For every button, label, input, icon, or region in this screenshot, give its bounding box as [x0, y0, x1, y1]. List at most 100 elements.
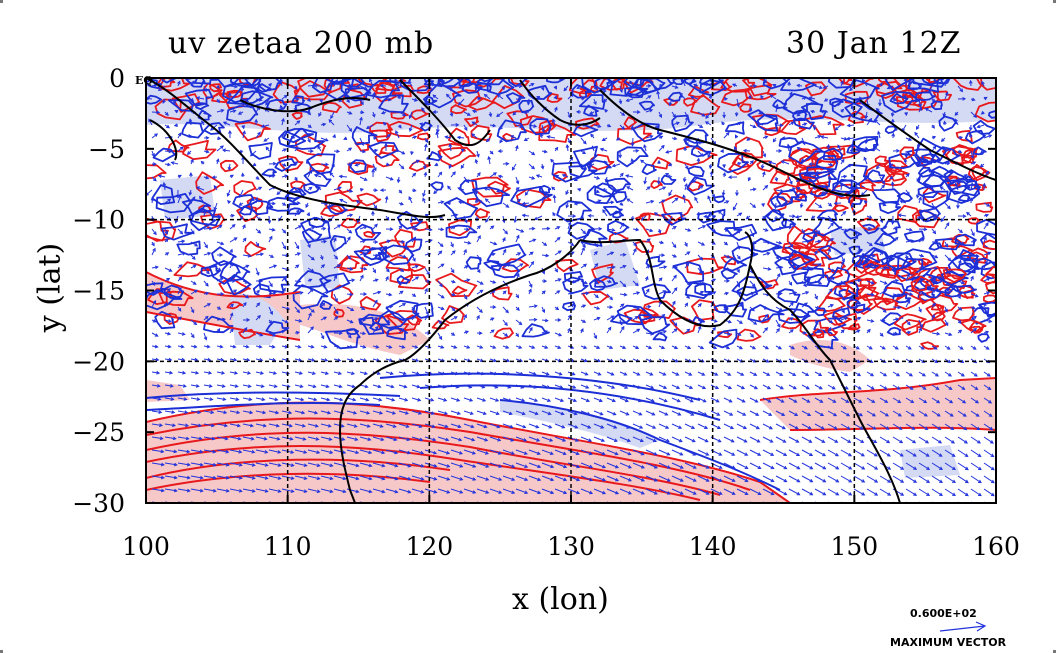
wind-vector-head	[511, 504, 514, 507]
wind-vector-head	[307, 139, 311, 144]
wind-vector	[931, 397, 940, 404]
wind-vector	[645, 462, 658, 469]
wind-vector	[242, 254, 251, 257]
positive-contour	[294, 80, 332, 101]
wind-vector	[658, 330, 667, 334]
wind-vector-head	[392, 424, 397, 428]
wind-vector-head	[602, 477, 607, 482]
wind-vector-head	[167, 198, 172, 203]
wind-vector-head	[316, 463, 321, 468]
wind-vector-head	[280, 131, 285, 136]
wind-vector-head	[570, 251, 575, 255]
wind-vector-head	[152, 162, 157, 166]
wind-vector-head	[975, 413, 980, 417]
wind-vector-head	[443, 398, 448, 402]
wind-vector-head	[366, 424, 371, 428]
wind-vector-head	[273, 371, 278, 375]
wind-vector	[567, 93, 574, 100]
wind-vector-head	[940, 138, 945, 143]
negative-fill-band	[300, 235, 340, 290]
wind-vector-head	[378, 411, 384, 415]
wind-vector-head	[365, 125, 370, 129]
wind-vector-head	[804, 345, 808, 350]
wind-vector-head	[504, 322, 508, 327]
wind-vector-head	[504, 333, 509, 337]
wind-vector-head	[683, 146, 687, 151]
wind-vector-head	[737, 161, 742, 166]
wind-vector-head	[633, 247, 637, 252]
positive-contour	[883, 159, 909, 174]
wind-vector	[905, 384, 914, 390]
negative-contour	[480, 78, 494, 83]
wind-vector-head	[470, 424, 475, 429]
wind-vector-head	[191, 212, 196, 216]
wind-vector	[580, 449, 592, 455]
wind-vector-head	[796, 178, 800, 183]
wind-vector	[801, 371, 809, 376]
wind-vector-head	[713, 319, 718, 323]
wind-vector-head	[541, 195, 546, 200]
wind-vector	[606, 371, 614, 376]
wind-vector-head	[211, 436, 216, 441]
wind-vector-head	[757, 491, 762, 495]
wind-vector-head	[186, 475, 191, 480]
wind-vector	[190, 449, 203, 453]
wind-vector	[359, 176, 368, 181]
wind-vector	[424, 397, 434, 402]
wind-vector	[554, 397, 564, 402]
wind-vector	[600, 148, 608, 152]
wind-vector-head	[327, 424, 332, 428]
wind-vector-head	[639, 438, 644, 443]
negative-contour	[261, 168, 277, 177]
wind-vector-head	[636, 291, 641, 295]
wind-vector-head	[786, 143, 791, 148]
wind-vector	[567, 462, 580, 468]
wind-vector	[346, 449, 359, 454]
wind-vector-head	[539, 132, 544, 137]
wind-vector-head	[260, 384, 265, 388]
wind-vector-head	[220, 292, 225, 296]
wind-vector	[892, 436, 903, 444]
wind-vector-head	[198, 436, 203, 441]
wind-vector-head	[502, 290, 507, 295]
wind-vector-head	[894, 331, 899, 336]
wind-vector-head	[507, 385, 512, 389]
wind-vector	[437, 263, 445, 269]
wind-vector	[385, 423, 396, 428]
wind-vector-head	[451, 250, 456, 254]
wind-vector-head	[722, 86, 727, 91]
negative-contour	[930, 100, 943, 111]
wind-vector	[944, 371, 952, 377]
wind-vector-head	[772, 84, 777, 88]
wind-vector-head	[221, 148, 226, 153]
wind-vector-head	[708, 165, 713, 170]
wind-vector	[632, 384, 641, 389]
wind-vector-head	[689, 398, 694, 403]
wind-vector-head	[939, 466, 943, 470]
wind-vector	[931, 423, 941, 430]
wind-vector	[164, 410, 175, 413]
wind-vector	[749, 462, 761, 469]
wind-vector-head	[440, 263, 445, 268]
wind-vector-head	[659, 135, 664, 140]
wind-vector-head	[730, 439, 735, 443]
negative-contour	[475, 82, 492, 92]
wind-vector	[385, 462, 398, 467]
wind-vector-head	[704, 438, 709, 443]
wind-vector-head	[439, 243, 444, 248]
negative-contour	[957, 249, 976, 261]
negative-contour	[752, 237, 782, 253]
wind-vector	[658, 449, 670, 456]
wind-vector-head	[857, 250, 862, 254]
wind-vector-head	[952, 479, 956, 484]
wind-vector-head	[488, 113, 493, 118]
wind-vector-head	[157, 397, 162, 401]
positive-contour	[356, 192, 382, 207]
wind-vector	[837, 144, 842, 152]
wind-vector-head	[959, 88, 964, 93]
negative-contour	[880, 220, 901, 236]
wind-vector-head	[467, 112, 471, 116]
wind-vector	[983, 252, 991, 256]
wind-vector-head	[646, 265, 651, 269]
wind-vector	[294, 488, 307, 493]
